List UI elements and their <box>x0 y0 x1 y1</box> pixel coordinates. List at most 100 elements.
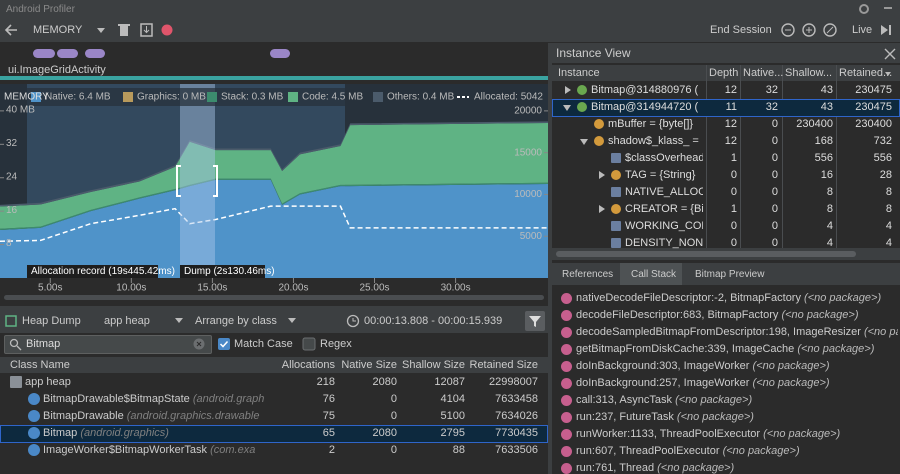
instance-label: CREATOR = {Bi <box>625 203 703 215</box>
cell: 0 <box>730 237 737 249</box>
cell: 2 <box>328 444 335 456</box>
tab[interactable]: Call Stack <box>631 269 677 280</box>
dump-region <box>180 84 215 278</box>
end-session[interactable]: End Session <box>710 24 772 36</box>
cell: 0 <box>730 220 737 232</box>
cell: 7634026 <box>495 410 538 422</box>
legend-label: Allocated: 5042 <box>474 92 543 103</box>
method-icon <box>561 293 572 304</box>
frame: getBitmapFromDiskCache:339, ImageCache <box>576 343 795 355</box>
instance-icon <box>611 187 621 197</box>
method-icon <box>561 412 572 423</box>
cell: 0 <box>390 410 397 422</box>
cell: 0 <box>730 169 737 181</box>
tree-arrow <box>599 205 605 213</box>
frame: decodeSampledBitmapFromDescriptor:198, I… <box>576 326 861 338</box>
legend-swatch <box>123 92 133 102</box>
frame: doInBackground:257, ImageWorker <box>576 377 750 389</box>
legend-swatch <box>207 92 217 102</box>
profiler-dropdown[interactable]: MEMORY <box>33 24 83 36</box>
frame-package: (<no package>) <box>752 377 830 389</box>
annotation: Dump (2s130.46ms) <box>184 266 275 277</box>
cell: 4 <box>885 220 892 232</box>
stack-frame: nativeDecodeFileDescriptor:-2, BitmapFac… <box>576 292 898 305</box>
class-package: (android.graphics.drawable <box>126 410 260 422</box>
instance-label: Bitmap@314944720 ( <box>591 101 699 113</box>
regex[interactable]: Regex <box>320 338 352 350</box>
filter-button[interactable] <box>525 311 545 331</box>
row-selected <box>0 425 548 443</box>
class-package: (android.graphics) <box>80 427 169 439</box>
cell: 12 <box>724 118 737 130</box>
cell: 7633458 <box>495 393 538 405</box>
stack-frame: decodeFileDescriptor:683, BitmapFactory … <box>576 309 898 322</box>
checkboxes[interactable] <box>217 337 317 351</box>
title-icons[interactable] <box>858 2 898 16</box>
zoom-icons[interactable] <box>780 22 840 38</box>
instance-icon <box>611 238 621 248</box>
arrange-dropdown[interactable]: Arrange by class <box>195 315 277 327</box>
method-icon <box>561 361 572 372</box>
cell: 8 <box>826 186 833 198</box>
tree-arrow <box>563 105 571 111</box>
splitter <box>0 306 548 309</box>
cell: 0 <box>390 444 397 456</box>
frame-package: (<no package>) <box>797 343 875 355</box>
y2-tick-label: 5000 <box>520 231 543 242</box>
tab[interactable]: Bitmap Preview <box>695 269 765 280</box>
cell: 1 <box>730 203 737 215</box>
column-header: Depth <box>709 67 739 79</box>
instance-label: WORKING_CON <box>625 220 703 232</box>
cell: 230400 <box>855 118 892 130</box>
live-button[interactable]: Live <box>852 24 873 36</box>
legend-label: Graphics: 0 MB <box>137 92 206 103</box>
cell: 230475 <box>855 84 892 96</box>
frame: run:607, ThreadPoolExecutor <box>576 445 720 457</box>
y-tick-label: 8 <box>6 238 12 249</box>
session-icons[interactable] <box>117 22 177 38</box>
stack-frame: doInBackground:303, ImageWorker (<no pac… <box>576 360 898 373</box>
legend-swatch <box>31 92 41 102</box>
class-name: app heap <box>25 376 280 389</box>
x-axis-band <box>0 278 548 306</box>
y-tick-label: 40 MB <box>6 105 35 116</box>
cell: 0 <box>771 186 778 198</box>
x-tick-label: 15.00s <box>197 283 227 294</box>
instance-icon <box>611 204 621 214</box>
tab-selected-bg <box>620 263 682 285</box>
back-button[interactable] <box>4 22 20 38</box>
search-box[interactable] <box>4 335 212 354</box>
instance-label: NATIVE_ALLOC <box>625 186 703 198</box>
cell: 8 <box>826 203 833 215</box>
frame-package: (<no package>) <box>676 411 754 423</box>
column-header: Instance <box>558 67 600 79</box>
legend-label: Others: 0.4 MB <box>387 92 455 103</box>
method-icon <box>561 463 572 474</box>
heap-dropdown[interactable]: app heap <box>104 315 150 327</box>
close-button[interactable] <box>884 48 896 60</box>
class-name: BitmapDrawable (android.graphics.drawabl… <box>43 410 280 423</box>
method-icon <box>561 310 572 321</box>
tab[interactable]: References <box>562 269 614 280</box>
cell: 75 <box>322 410 335 422</box>
search-icon <box>9 338 22 351</box>
scroll-thumb[interactable] <box>556 251 856 257</box>
frame: run:237, FutureTask <box>576 411 674 423</box>
column-header: Retained Size <box>469 359 539 371</box>
frame: nativeDecodeFileDescriptor:-2, BitmapFac… <box>576 292 801 304</box>
frame: doInBackground:303, ImageWorker <box>576 360 750 372</box>
instance-icon <box>611 170 621 180</box>
match-case[interactable]: Match Case <box>234 338 293 350</box>
cell: 32 <box>765 84 778 96</box>
stack-frame: getBitmapFromDiskCache:339, ImageCache (… <box>576 343 898 356</box>
cell: 0 <box>390 393 397 405</box>
instance-label: $classOverhead <box>625 152 703 164</box>
class-package: (com.exa <box>210 444 256 456</box>
frame-package: (<no package>) <box>763 428 841 440</box>
frame: runWorker:1133, ThreadPoolExecutor <box>576 428 761 440</box>
instance-icon <box>611 221 621 231</box>
clear-search[interactable] <box>192 337 206 351</box>
cell: 4 <box>885 237 892 249</box>
class-name-text: BitmapDrawable$BitmapState <box>43 393 190 405</box>
class-name: Bitmap (android.graphics) <box>43 427 280 440</box>
